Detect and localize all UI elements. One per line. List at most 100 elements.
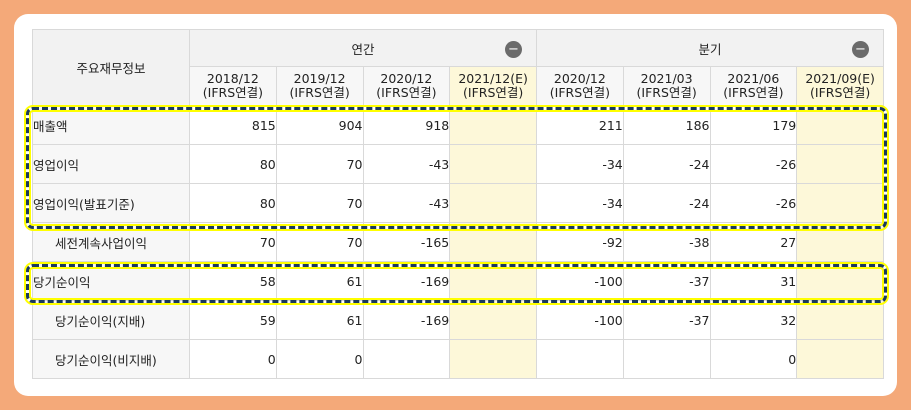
column-basis: (IFRS연결) xyxy=(810,85,871,100)
table-cell: -38 xyxy=(622,222,711,262)
column-period: 2020/12 xyxy=(380,71,433,86)
table-cell: 904 xyxy=(275,105,364,145)
table-cell: 80 xyxy=(189,144,277,184)
table-cell: 70 xyxy=(275,144,364,184)
table-row: 당기순이익(지배) 59 61 -169 -100 -37 32 xyxy=(32,300,884,340)
table-cell: -165 xyxy=(362,222,451,262)
quarterly-group-header: 분기 − xyxy=(536,29,884,67)
table-cell: -26 xyxy=(709,144,798,184)
table-cell xyxy=(449,222,537,262)
row-label: 당기순이익 xyxy=(32,261,190,301)
table-cell xyxy=(449,300,537,340)
table-cell: -43 xyxy=(362,183,451,223)
column-header: 2021/03 (IFRS연결) xyxy=(622,66,711,106)
row-label: 영업이익(발표기준) xyxy=(32,183,190,223)
table-cell: -169 xyxy=(362,261,451,301)
table-row: 매출액 815 904 918 211 186 179 xyxy=(32,105,884,145)
table-cell: 32 xyxy=(709,300,798,340)
column-basis: (IFRS연결) xyxy=(549,85,610,100)
table-cell xyxy=(449,144,537,184)
table-cell: 179 xyxy=(709,105,798,145)
column-period: 2020/12 xyxy=(553,71,606,86)
table-cell: 0 xyxy=(709,339,798,379)
annual-group-header: 연간 − xyxy=(189,29,537,67)
column-basis: (IFRS연결) xyxy=(376,85,437,100)
table-cell: 70 xyxy=(275,183,364,223)
column-basis: (IFRS연결) xyxy=(463,85,524,100)
column-basis: (IFRS연결) xyxy=(289,85,350,100)
table-cell xyxy=(796,222,884,262)
column-basis: (IFRS연결) xyxy=(202,85,263,100)
table-cell: 59 xyxy=(189,300,277,340)
table-cell: -37 xyxy=(622,261,711,301)
table-cell: 0 xyxy=(189,339,277,379)
column-header: 2020/12 (IFRS연결) xyxy=(362,66,451,106)
table-cell xyxy=(796,261,884,301)
row-label: 당기순이익(비지배) xyxy=(32,339,190,379)
table-cell xyxy=(622,339,711,379)
table-cell: 58 xyxy=(189,261,277,301)
table-cell: -43 xyxy=(362,144,451,184)
table-cell xyxy=(449,105,537,145)
table-cell: -24 xyxy=(622,144,711,184)
table-cell xyxy=(796,105,884,145)
column-header: 2018/12 (IFRS연결) xyxy=(189,66,277,106)
table-cell xyxy=(796,300,884,340)
table-row: 영업이익 80 70 -43 -34 -24 -26 xyxy=(32,144,884,184)
table-cell: -34 xyxy=(536,183,624,223)
table-cell xyxy=(362,339,451,379)
table-cell xyxy=(796,339,884,379)
table-cell: 186 xyxy=(622,105,711,145)
column-header: 2021/12(E) (IFRS연결) xyxy=(449,66,537,106)
table-cell: -34 xyxy=(536,144,624,184)
table-cell xyxy=(796,183,884,223)
table-cell: 61 xyxy=(275,261,364,301)
table-cell xyxy=(449,339,537,379)
table-cell: 70 xyxy=(275,222,364,262)
table-cell: -37 xyxy=(622,300,711,340)
table-cell: 70 xyxy=(189,222,277,262)
column-period: 2021/12(E) xyxy=(458,71,528,86)
quarterly-collapse-icon[interactable]: − xyxy=(852,41,869,58)
column-period: 2018/12 xyxy=(206,71,259,86)
table-row: 당기순이익(비지배) 0 0 0 xyxy=(32,339,884,379)
table-cell: 31 xyxy=(709,261,798,301)
column-period: 2021/06 xyxy=(727,71,780,86)
annual-collapse-icon[interactable]: − xyxy=(505,41,522,58)
quarterly-group-label: 분기 xyxy=(698,41,722,57)
table-cell: -24 xyxy=(622,183,711,223)
column-header: 2021/06 (IFRS연결) xyxy=(709,66,798,106)
table-cell: 918 xyxy=(362,105,451,145)
table-cell xyxy=(796,144,884,184)
table-cell: -26 xyxy=(709,183,798,223)
column-period: 2019/12 xyxy=(293,71,346,86)
column-basis: (IFRS연결) xyxy=(636,85,697,100)
column-period: 2021/09(E) xyxy=(805,71,875,86)
table-cell: -100 xyxy=(536,261,624,301)
table-cell: 27 xyxy=(709,222,798,262)
financial-summary-table: 주요재무정보 연간 − 분기 − 2018/12 (IFRS연결) 2019/12(… xyxy=(32,29,884,379)
table-cell xyxy=(449,183,537,223)
table-row: 영업이익(발표기준) 80 70 -43 -34 -24 -26 xyxy=(32,183,884,223)
table-cell: 815 xyxy=(189,105,277,145)
row-label: 영업이익 xyxy=(32,144,190,184)
table-cell: 0 xyxy=(275,339,364,379)
column-header: 2020/12 (IFRS연결) xyxy=(536,66,624,106)
table-cell: -169 xyxy=(362,300,451,340)
column-header: 2021/09(E) (IFRS연결) xyxy=(796,66,884,106)
row-label: 매출액 xyxy=(32,105,190,145)
annual-group-label: 연간 xyxy=(351,41,375,57)
row-label: 당기순이익(지배) xyxy=(32,300,190,340)
corner-label: 주요재무정보 xyxy=(32,29,190,106)
table-cell xyxy=(449,261,537,301)
table-row: 세전계속사업이익 70 70 -165 -92 -38 27 xyxy=(32,222,884,262)
column-period: 2021/03 xyxy=(640,71,693,86)
table-row: 당기순이익 58 61 -169 -100 -37 31 xyxy=(32,261,884,301)
table-cell: 61 xyxy=(275,300,364,340)
column-header: 2019/12 (IFRS연결) xyxy=(275,66,364,106)
column-basis: (IFRS연결) xyxy=(723,85,784,100)
table-cell: 211 xyxy=(536,105,624,145)
table-cell: 80 xyxy=(189,183,277,223)
table-cell: -100 xyxy=(536,300,624,340)
row-label: 세전계속사업이익 xyxy=(32,222,190,262)
